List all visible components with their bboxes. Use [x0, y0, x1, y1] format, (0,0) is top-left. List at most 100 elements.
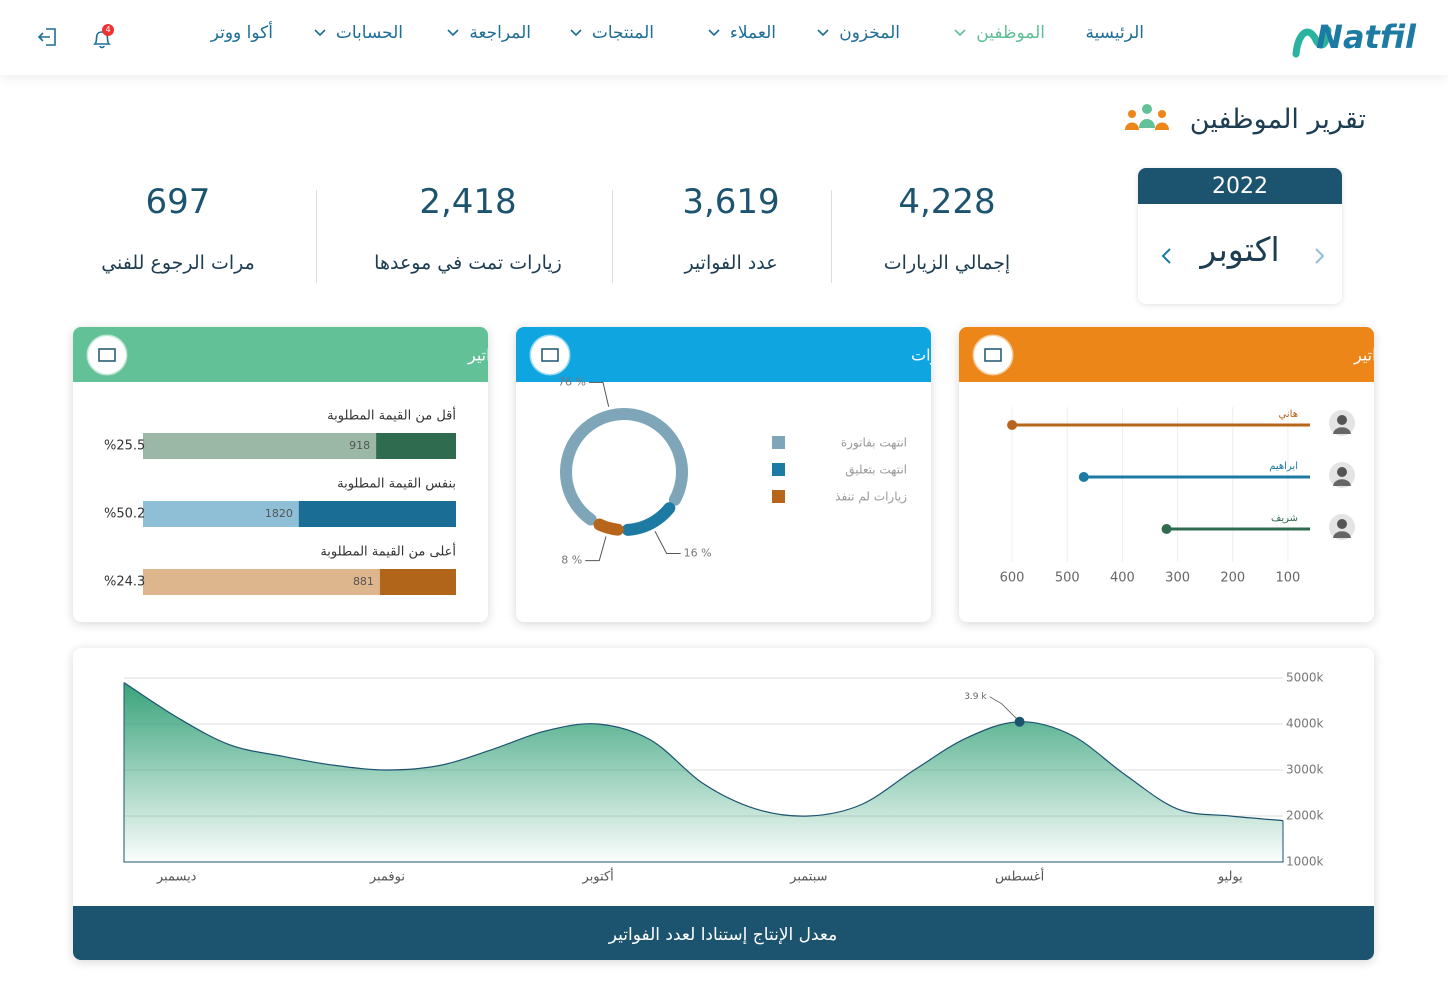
chevron — [954, 29, 966, 37]
dropdown-chevron — [570, 29, 582, 37]
kpi-value: 4,228 — [898, 182, 996, 222]
avatar-body — [1333, 531, 1351, 538]
logout-icon[interactable] — [36, 25, 60, 49]
legend-label: انتهت بفاتورة — [841, 436, 907, 451]
bar — [379, 569, 456, 595]
nav-item[interactable]: المنتجات — [569, 23, 654, 43]
legend-label: انتهت بتعليق — [845, 463, 907, 478]
value-label: 76 % — [558, 375, 586, 388]
y-tick-label: 3000k — [1286, 763, 1324, 777]
kpi-label: إجمالي الزيارات — [883, 252, 1011, 274]
logo-text: Natfil — [1316, 18, 1416, 56]
chart: معدل تنفيذ الزيارات 76 % انتهت بفاتورة 16 %… — [516, 327, 931, 567]
nav-item[interactable]: الرئيسية — [1085, 23, 1144, 43]
logo[interactable]: Natfil — [1290, 14, 1420, 64]
dropdown-chevron — [954, 29, 966, 37]
person-body — [1125, 122, 1139, 130]
card-header — [959, 327, 1374, 382]
plot-frame — [123, 682, 1284, 863]
person-body — [1155, 122, 1169, 130]
logout-arrow — [37, 32, 50, 42]
person-head — [1128, 110, 1136, 118]
footer-band — [73, 906, 1374, 960]
donut-segment — [621, 502, 676, 536]
dropdown-chevron — [708, 29, 720, 37]
nav-item[interactable]: الموظفين — [953, 23, 1045, 43]
nav-item[interactable]: الحسابات — [313, 23, 403, 43]
avatar-body — [1333, 479, 1351, 486]
chart: الأكثر إصداراً للفواتير 600 500 400 300 200 10… — [959, 327, 1374, 586]
category-label: شريف — [1271, 513, 1298, 524]
nav-label: الموظفين — [976, 23, 1045, 43]
x-tick-label: أكتوبر — [582, 868, 614, 885]
person-head — [1142, 104, 1152, 114]
notification-badge: 4 — [102, 24, 114, 36]
year: 2022 — [1138, 168, 1342, 204]
category-label: ابراهيم — [1269, 461, 1298, 472]
chart: معدلات تحصيل فواتير أقل من القيمة المطلوب… — [73, 327, 488, 595]
share-label: %50.2 — [104, 507, 145, 522]
x-tick-label: ديسمبر — [156, 870, 197, 885]
x-tick-label: 600 — [1000, 571, 1025, 586]
x-tick-label: سبتمبر — [789, 870, 827, 885]
nav-label: الرئيسية — [1085, 23, 1144, 43]
bar — [298, 501, 456, 527]
annotation: 3.9 k — [964, 692, 987, 702]
nav-label: المراجعة — [469, 23, 531, 43]
y-tick-label: 4000k — [1286, 717, 1324, 731]
leader-line — [654, 531, 681, 555]
chevron — [708, 29, 720, 37]
lollipop-dot — [1161, 524, 1172, 534]
donut-segment — [560, 408, 688, 526]
category-label: أعلى من القيمة المطلوبة — [320, 543, 456, 560]
card-icon-glyph — [98, 348, 116, 362]
category-label: أقل من القيمة المطلوبة — [327, 407, 456, 424]
logout-door — [46, 28, 56, 46]
category-label: هاني — [1279, 409, 1298, 420]
prev-button[interactable] — [1160, 246, 1174, 266]
x-tick-label: 500 — [1055, 571, 1080, 586]
card-icon — [86, 334, 128, 376]
card-title: الأكثر إصداراً للفواتير — [1353, 343, 1374, 366]
nav-label: العملاء — [729, 23, 776, 43]
bar-value: 918 — [349, 439, 370, 452]
nav-label: المنتجات — [591, 23, 654, 43]
x-tick-label: أغسطس — [995, 868, 1044, 885]
chart-card: معدل تنفيذ الزيارات 76 % انتهت بفاتورة 16 %… — [516, 327, 931, 622]
nav-item[interactable]: المراجعة — [446, 23, 531, 43]
logo-mark — [1292, 26, 1332, 58]
avatar-body — [1333, 427, 1351, 434]
leader-line — [585, 536, 607, 562]
kpi-separator — [316, 190, 317, 283]
card-icon — [972, 334, 1014, 376]
avatar-head — [1337, 415, 1347, 425]
x-tick-label: 100 — [1276, 571, 1301, 586]
kpi-value: 3,619 — [682, 182, 780, 222]
notifications[interactable]: 4 — [90, 24, 120, 52]
card-icon-glyph — [984, 348, 1002, 362]
month: اكتوبر — [1200, 230, 1280, 269]
chart-card: 1000k 2000k 3000k 4000k 5000k ديسمبر نوفمبر أكت… — [73, 648, 1374, 960]
legend-swatch — [772, 463, 785, 476]
avatar-head — [1337, 467, 1347, 477]
employees-icon — [1125, 104, 1169, 130]
x-tick-label: 300 — [1165, 571, 1190, 586]
chart-card: معدلات تحصيل فواتير أقل من القيمة المطلوب… — [73, 327, 488, 622]
nav-item[interactable]: العملاء — [707, 23, 776, 43]
x-tick-label: نوفمبر — [369, 870, 405, 885]
dropdown-chevron — [314, 29, 326, 37]
bar — [376, 433, 456, 459]
nav-item[interactable]: أكوا ووتر — [211, 23, 273, 43]
chart-card: الأكثر إصداراً للفواتير 600 500 400 300 200 10… — [959, 327, 1374, 622]
chevron — [447, 29, 459, 37]
share-label: %25.5 — [104, 439, 145, 454]
lollipop-dot — [1007, 420, 1018, 430]
kpi-label: زيارات تمت في موعدها — [374, 252, 562, 274]
x-tick-label: 400 — [1110, 571, 1135, 586]
area-fill — [124, 682, 1283, 862]
kpi-value: 697 — [145, 182, 211, 222]
next-button[interactable] — [1312, 246, 1326, 266]
page-title: تقرير الموظفين — [1189, 104, 1366, 135]
nav-item[interactable]: المخزون — [816, 23, 900, 43]
